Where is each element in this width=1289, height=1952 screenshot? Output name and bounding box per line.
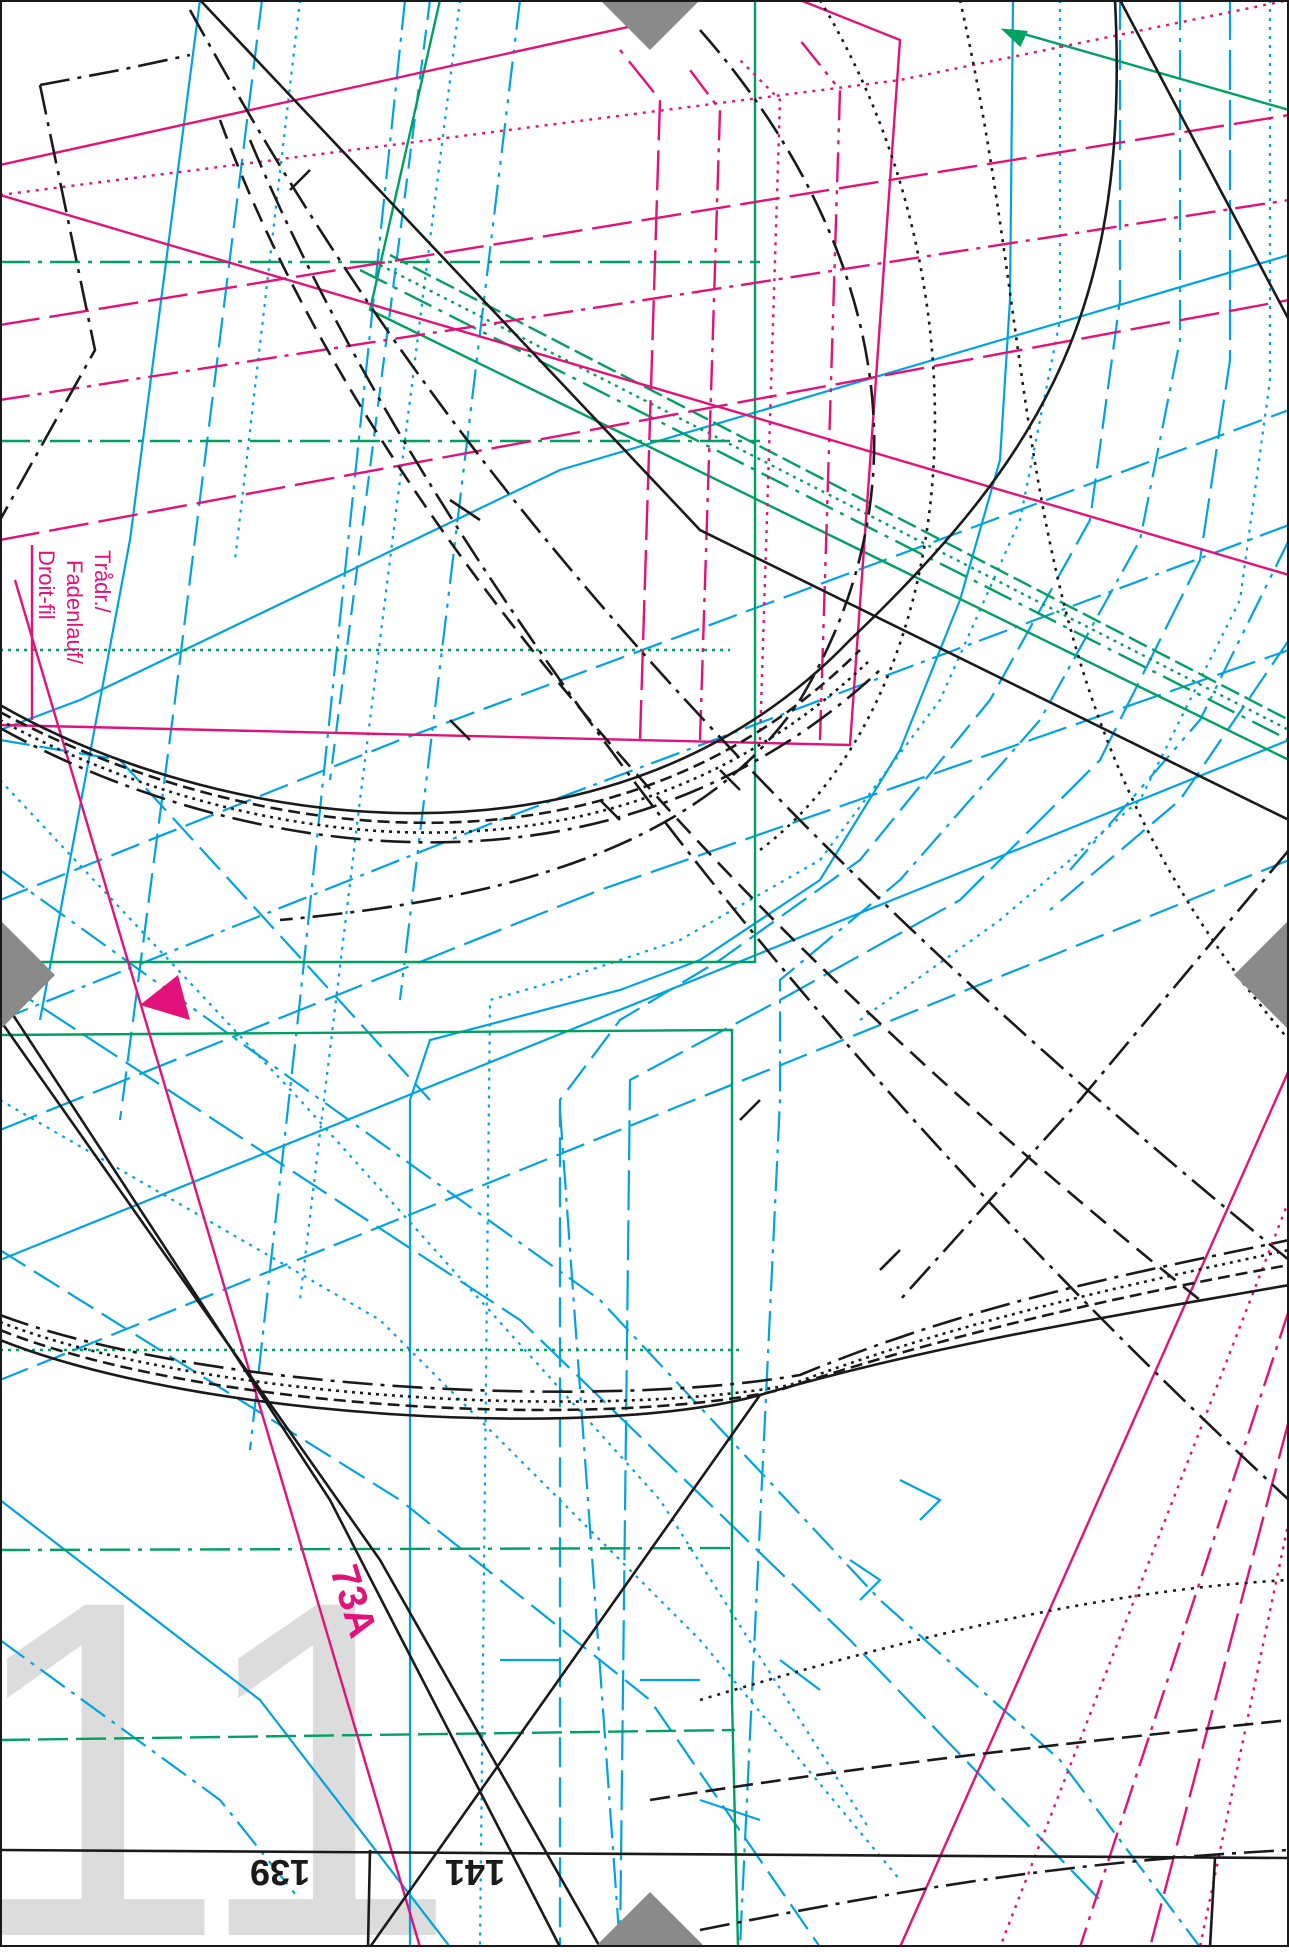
size-labels: 139 141: [250, 1852, 505, 1893]
size-label-141: 141: [445, 1852, 505, 1893]
notch-marker-bottom: [595, 1892, 705, 1947]
notch-marker-left: [0, 920, 55, 1030]
grainline-label: Trådr./ Fadenlauf/ Droit-fil: [34, 550, 115, 665]
size-label-139: 139: [250, 1852, 310, 1893]
grainline-label-line-2: Fadenlauf/: [62, 560, 87, 665]
grainline-label-line-3: Droit-fil: [34, 550, 59, 620]
notch-marker-right: [1234, 920, 1289, 1030]
page-number: 11: [0, 1500, 459, 1947]
notch-marker-top: [600, 0, 700, 50]
grainline-label-line-1: Trådr./: [90, 550, 115, 614]
